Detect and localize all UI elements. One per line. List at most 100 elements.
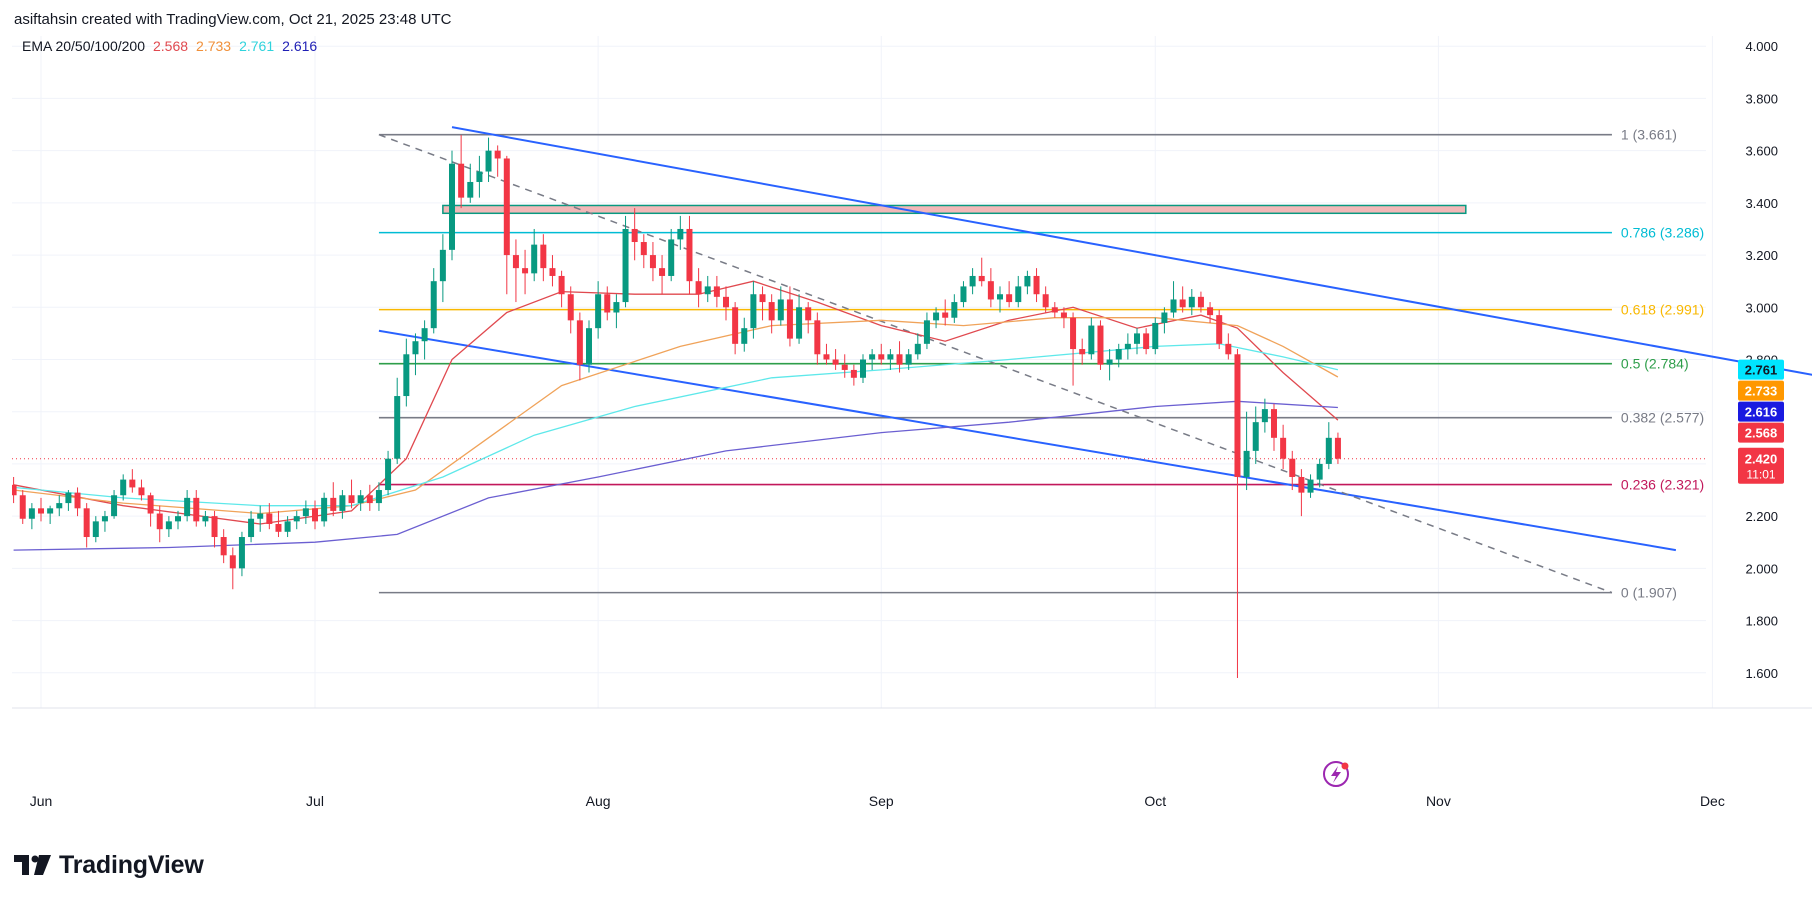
trendline-lower bbox=[378, 329, 1677, 552]
candle-body bbox=[1106, 359, 1113, 365]
fib-level-label: 0 (1.907) bbox=[1621, 585, 1677, 601]
candle bbox=[659, 255, 666, 295]
price-axis[interactable]: 4.0003.8003.6003.4003.2003.0002.8002.600… bbox=[1738, 39, 1784, 681]
candle bbox=[476, 155, 483, 198]
candle bbox=[366, 484, 373, 511]
candle bbox=[1015, 275, 1022, 308]
candle-body bbox=[1243, 450, 1250, 477]
price-tick-label: 2.000 bbox=[1745, 561, 1778, 576]
candle-body bbox=[768, 302, 775, 321]
ema-legend-value: 2.568 bbox=[153, 38, 188, 54]
candle bbox=[622, 215, 629, 308]
candle-body bbox=[275, 523, 282, 532]
candle-body bbox=[677, 228, 684, 240]
candle bbox=[1197, 291, 1204, 313]
fib-level-label: 0.786 (3.286) bbox=[1621, 225, 1704, 241]
candle-body bbox=[1216, 315, 1223, 344]
ema-legend[interactable]: EMA 20/50/100/200 2.568 2.733 2.761 2.616 bbox=[22, 38, 317, 54]
candle-body bbox=[777, 299, 784, 321]
candle-body bbox=[156, 513, 163, 530]
candle-body bbox=[1225, 343, 1232, 355]
candle-body bbox=[558, 275, 565, 295]
candle-body bbox=[138, 487, 145, 496]
ema-legend-value: 2.761 bbox=[239, 38, 274, 54]
ema-price-badge-bg bbox=[1738, 401, 1784, 422]
candle bbox=[120, 474, 127, 501]
price-tick-label: 4.000 bbox=[1745, 39, 1778, 54]
candle-body bbox=[750, 294, 757, 329]
candle bbox=[165, 516, 172, 538]
candle bbox=[978, 257, 985, 287]
candle bbox=[458, 134, 465, 209]
candle-body bbox=[503, 158, 510, 256]
candle-body bbox=[83, 508, 90, 538]
candlestick-chart[interactable]: 1 (3.661) 0.786 (3.286) 0.618 (2.991) 0.5 (… bbox=[10, 36, 1814, 826]
candle-body bbox=[1024, 275, 1031, 287]
candle bbox=[1307, 474, 1314, 498]
candle bbox=[558, 270, 565, 308]
candle bbox=[74, 487, 81, 517]
last-price-badge-bg bbox=[1738, 447, 1784, 484]
candle-body bbox=[1042, 294, 1049, 308]
ema-line bbox=[13, 400, 1338, 551]
candle bbox=[47, 505, 54, 524]
candle-body bbox=[229, 555, 236, 569]
candle bbox=[850, 364, 857, 386]
candle bbox=[467, 163, 474, 203]
candle bbox=[357, 490, 364, 511]
candle bbox=[1033, 268, 1040, 303]
candle-body bbox=[1334, 437, 1341, 459]
ema-legend-label: EMA 20/50/100/200 bbox=[22, 38, 145, 54]
candle bbox=[257, 505, 264, 532]
candle bbox=[449, 150, 455, 261]
candle bbox=[1051, 302, 1058, 318]
tradingview-logo[interactable]: TradingView bbox=[14, 851, 204, 879]
candle-body bbox=[28, 508, 35, 519]
candle-body bbox=[165, 521, 172, 530]
candle-body bbox=[512, 255, 519, 269]
candle bbox=[914, 333, 921, 360]
candle bbox=[293, 510, 300, 530]
candle-body bbox=[723, 296, 729, 308]
candle bbox=[101, 510, 108, 532]
candle-body bbox=[841, 364, 848, 370]
candle-body bbox=[905, 354, 912, 365]
candle bbox=[951, 294, 958, 323]
candle-body bbox=[1261, 409, 1268, 423]
chart-panel[interactable]: 1 (3.661) 0.786 (3.286) 0.618 (2.991) 0.5 (… bbox=[10, 36, 1814, 826]
alert-button[interactable] bbox=[1323, 761, 1349, 787]
time-axis-label: Jun bbox=[30, 793, 53, 809]
candle-body bbox=[312, 508, 318, 522]
candle bbox=[503, 155, 510, 295]
candle-body bbox=[540, 244, 547, 269]
candle-body bbox=[412, 341, 419, 355]
candle bbox=[723, 286, 729, 321]
ema-line bbox=[13, 343, 1339, 507]
candle-body bbox=[549, 268, 556, 276]
candle bbox=[896, 341, 903, 373]
time-axis[interactable]: Jun Jul Aug Sep Oct Nov Dec bbox=[30, 793, 1725, 809]
candle-body bbox=[576, 320, 583, 365]
candle-body bbox=[1015, 286, 1022, 303]
candle-body bbox=[430, 281, 437, 329]
candle bbox=[111, 490, 118, 519]
candle bbox=[586, 320, 592, 373]
candle-body bbox=[969, 275, 976, 287]
candle-body bbox=[375, 490, 382, 504]
ema-price-badge-bg bbox=[1738, 380, 1784, 401]
candle bbox=[330, 482, 337, 517]
candle-body bbox=[129, 479, 136, 488]
candle-body bbox=[485, 150, 492, 172]
candle bbox=[494, 145, 501, 177]
candle bbox=[613, 294, 620, 329]
candle-body bbox=[659, 268, 666, 276]
ema-price-badge: 2.568 bbox=[1738, 422, 1784, 443]
candle bbox=[923, 312, 930, 350]
alert-dot bbox=[1341, 762, 1349, 770]
candle bbox=[1042, 286, 1049, 313]
candle bbox=[549, 255, 556, 287]
candle-body bbox=[1070, 317, 1077, 350]
candle bbox=[531, 228, 538, 282]
candle-body bbox=[403, 354, 410, 397]
time-axis-label: Aug bbox=[586, 793, 611, 809]
